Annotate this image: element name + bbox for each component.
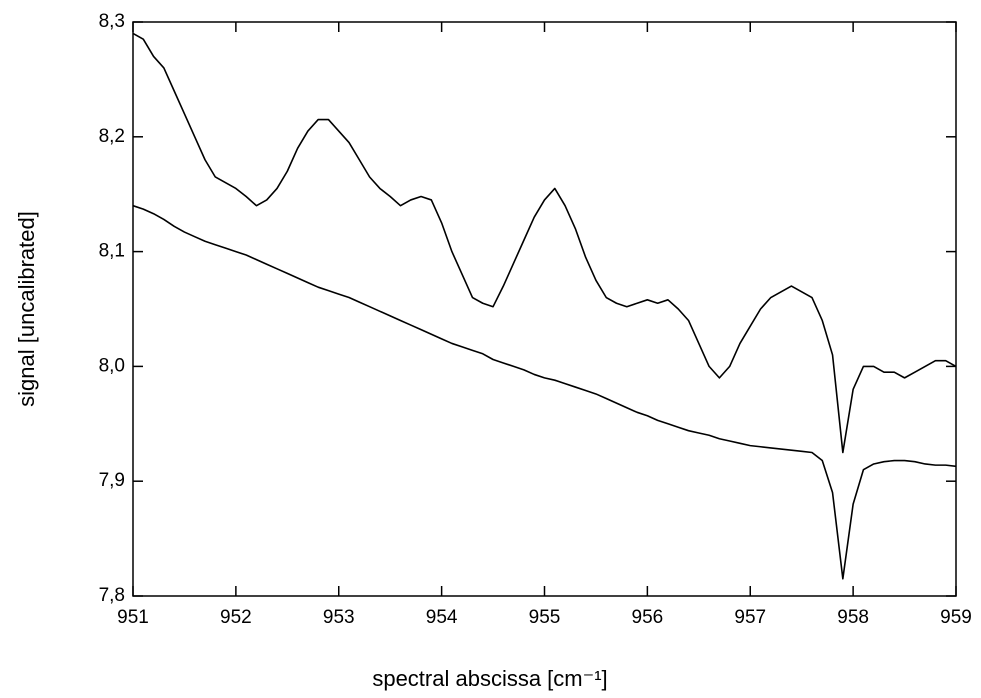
- x-tick-label: 959: [940, 607, 972, 628]
- data-line: [132, 32, 957, 454]
- y-tick-label: 8,1: [99, 241, 125, 262]
- y-tick-label: 8,3: [99, 11, 125, 32]
- x-tick-label: 957: [734, 607, 766, 628]
- x-tick-label: 952: [220, 607, 252, 628]
- x-tick-label: 954: [426, 607, 458, 628]
- y-tick-label: 8,2: [99, 126, 125, 147]
- x-axis-label: spectral abscissa [cm⁻¹]: [372, 666, 607, 691]
- x-tick-label: 955: [529, 607, 561, 628]
- plot-frame: [132, 21, 957, 597]
- y-axis-label: signal [uncalibrated]: [14, 211, 39, 407]
- y-tick-label: 7,9: [99, 470, 125, 491]
- x-tick-label: 951: [117, 607, 149, 628]
- y-tick-label: 7,8: [99, 585, 125, 606]
- data-line: [132, 204, 957, 580]
- x-tick-label: 956: [632, 607, 664, 628]
- x-tick-label: 958: [837, 607, 869, 628]
- y-tick-label: 8,0: [99, 355, 125, 376]
- x-tick-label: 953: [323, 607, 355, 628]
